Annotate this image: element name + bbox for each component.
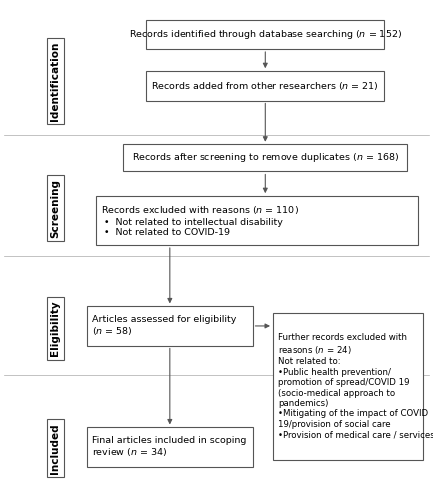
Text: Records excluded with reasons ($n$ = 110)
 •  Not related to intellectual disabi: Records excluded with reasons ($n$ = 110… xyxy=(100,204,299,237)
FancyBboxPatch shape xyxy=(146,20,384,49)
Text: Records added from other researchers ($n$ = 21): Records added from other researchers ($n… xyxy=(152,80,379,92)
Text: Final articles included in scoping
review ($n$ = 34): Final articles included in scoping revie… xyxy=(92,436,246,458)
FancyBboxPatch shape xyxy=(87,306,252,346)
Text: Eligibility: Eligibility xyxy=(50,300,60,356)
FancyBboxPatch shape xyxy=(96,196,418,245)
FancyBboxPatch shape xyxy=(87,428,252,467)
Text: Records identified through database searching ($n$ = 152): Records identified through database sear… xyxy=(129,28,402,41)
Text: Screening: Screening xyxy=(50,179,60,238)
Text: Records after screening to remove duplicates ($n$ = 168): Records after screening to remove duplic… xyxy=(132,152,399,164)
FancyBboxPatch shape xyxy=(273,312,423,460)
Text: Articles assessed for eligibility
($n$ = 58): Articles assessed for eligibility ($n$ =… xyxy=(92,314,236,338)
FancyBboxPatch shape xyxy=(146,71,384,101)
Text: Further records excluded with
reasons ($n$ = 24)
Not related to:
•Public health : Further records excluded with reasons ($… xyxy=(278,333,433,439)
FancyBboxPatch shape xyxy=(123,144,407,172)
Text: Identification: Identification xyxy=(50,42,60,120)
Text: Included: Included xyxy=(50,423,60,474)
